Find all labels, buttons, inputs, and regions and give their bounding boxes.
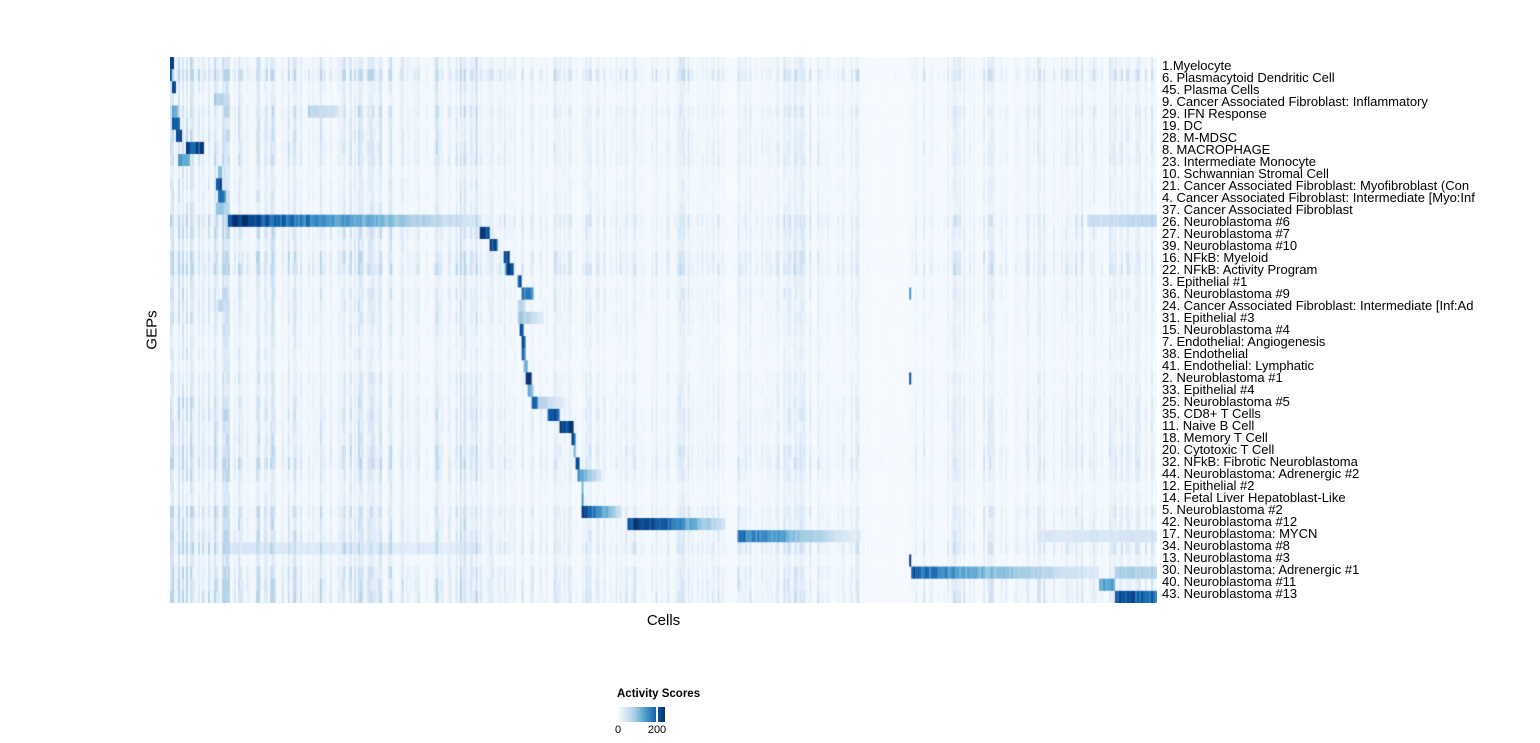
row-label: 38. Endothelial [1162,345,1249,361]
row-label: 45. Plasma Cells [1162,81,1260,97]
row-label: 39. Neuroblastoma #10 [1162,237,1298,253]
row-label: 27. Neuroblastoma #7 [1162,225,1290,241]
row-label: 22. NFkB: Activity Program [1162,261,1318,277]
row-label: 20. Cytotoxic T Cell [1162,442,1275,458]
row-label: 37. Cancer Associated Fibroblast [1162,201,1353,217]
row-label: 15. Neuroblastoma #4 [1162,321,1290,337]
row-label: 41. Endothelial: Lymphatic [1162,358,1315,373]
heatmap-canvas [170,57,1157,603]
row-label: 7. Endothelial: Angiogenesis [1162,333,1326,349]
row-label: 33. Epithelial #4 [1162,382,1255,398]
row-label: 44. Neuroblastoma: Adrenergic #2 [1162,466,1360,482]
row-label: 28. M-MDSC [1162,129,1238,145]
legend-colorbar [618,707,665,722]
row-label: 2. Neuroblastoma #1 [1162,370,1283,386]
row-label: 6. Plasmacytoid Dendritic Cell [1162,69,1335,85]
row-label: 21. Cancer Associated Fibroblast: Myofib… [1162,177,1470,193]
legend-min-label: 0 [614,724,622,736]
row-label: 8. MACROPHAGE [1162,141,1271,157]
row-label: 13. Neuroblastoma #3 [1162,550,1290,566]
row-label: 17. Neuroblastoma: MYCN [1162,526,1318,542]
row-label: 42. Neuroblastoma #12 [1162,514,1298,530]
row-label: 11. Naive B Cell [1162,418,1255,434]
row-labels-container: 1.Myelocyte 6. Plasmacytoid Dendritic Cel… [1162,0,1540,743]
row-label: 16. NFkB: Myeloid [1162,249,1269,265]
row-label: 30. Neuroblastoma: Adrenergic #1 [1162,562,1360,578]
row-label: 24. Cancer Associated Fibroblast: Interm… [1162,297,1474,313]
row-label: 29. IFN Response [1162,105,1267,121]
y-axis-label: GEPs [143,310,161,350]
row-label: 35. CD8+ T Cells [1162,406,1261,422]
row-label: 40. Neuroblastoma #11 [1162,574,1297,590]
x-axis-label: Cells [646,612,681,629]
legend: Activity Scores 0 200 [614,688,737,740]
legend-tick-200 [656,707,658,722]
row-label: 9. Cancer Associated Fibroblast: Inflamm… [1162,93,1428,109]
row-label: 5. Neuroblastoma #2 [1162,502,1283,518]
row-label: 10. Schwannian Stromal Cell [1162,165,1329,181]
row-label: 36. Neuroblastoma #9 [1162,285,1290,301]
row-label: 31. Epithelial #3 [1162,309,1255,325]
row-label: 34. Neuroblastoma #8 [1162,538,1290,554]
row-label: 18. Memory T Cell [1162,430,1268,446]
row-label: 23. Intermediate Monocyte [1162,153,1316,169]
row-label: 26. Neuroblastoma #6 [1162,213,1290,229]
row-label: 14. Fetal Liver Hepatoblast-Like [1162,490,1346,506]
row-label: 4. Cancer Associated Fibroblast: Interme… [1162,189,1475,205]
row-label: 43. Neuroblastoma #13 [1162,586,1298,602]
row-label: 12. Epithelial #2 [1162,478,1255,494]
row-label: 19. DC [1162,117,1203,133]
legend-max-label: 200 [647,724,667,736]
row-label: 3. Epithelial #1 [1162,273,1248,289]
legend-title: Activity Scores [617,688,701,700]
row-label: 32. NFkB: Fibrotic Neuroblastoma [1162,454,1358,470]
row-label: 25. Neuroblastoma #5 [1162,394,1290,410]
row-label: 1.Myelocyte [1162,57,1232,73]
